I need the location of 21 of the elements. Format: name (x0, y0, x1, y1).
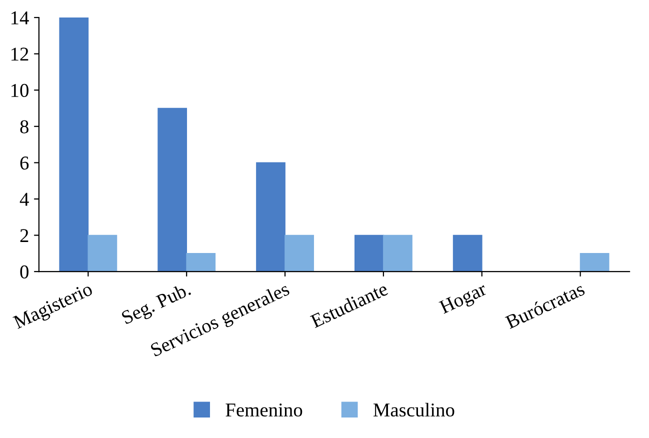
bar (186, 252, 216, 272)
y-tick-label: 8 (20, 120, 28, 134)
bar (452, 234, 482, 272)
y-tick-label: 10 (11, 84, 28, 98)
bar (59, 18, 89, 272)
y-tick-label: 0 (20, 265, 28, 278)
legend-label: Masculino (373, 402, 454, 417)
legend-label: Femenino (226, 403, 302, 417)
y-tick-label: 12 (11, 48, 28, 61)
y-tick-label: 4 (20, 192, 29, 206)
bar (256, 162, 286, 272)
bar (580, 252, 610, 272)
y-tick-label: 14 (11, 11, 29, 24)
x-tick-label: Hogar (438, 282, 490, 318)
y-tick-label: 2 (20, 229, 28, 242)
bar (88, 234, 118, 272)
bar (383, 234, 412, 272)
bar (158, 108, 188, 272)
y-tick-label: 6 (20, 156, 29, 170)
bar (354, 234, 384, 272)
bar (284, 234, 314, 272)
